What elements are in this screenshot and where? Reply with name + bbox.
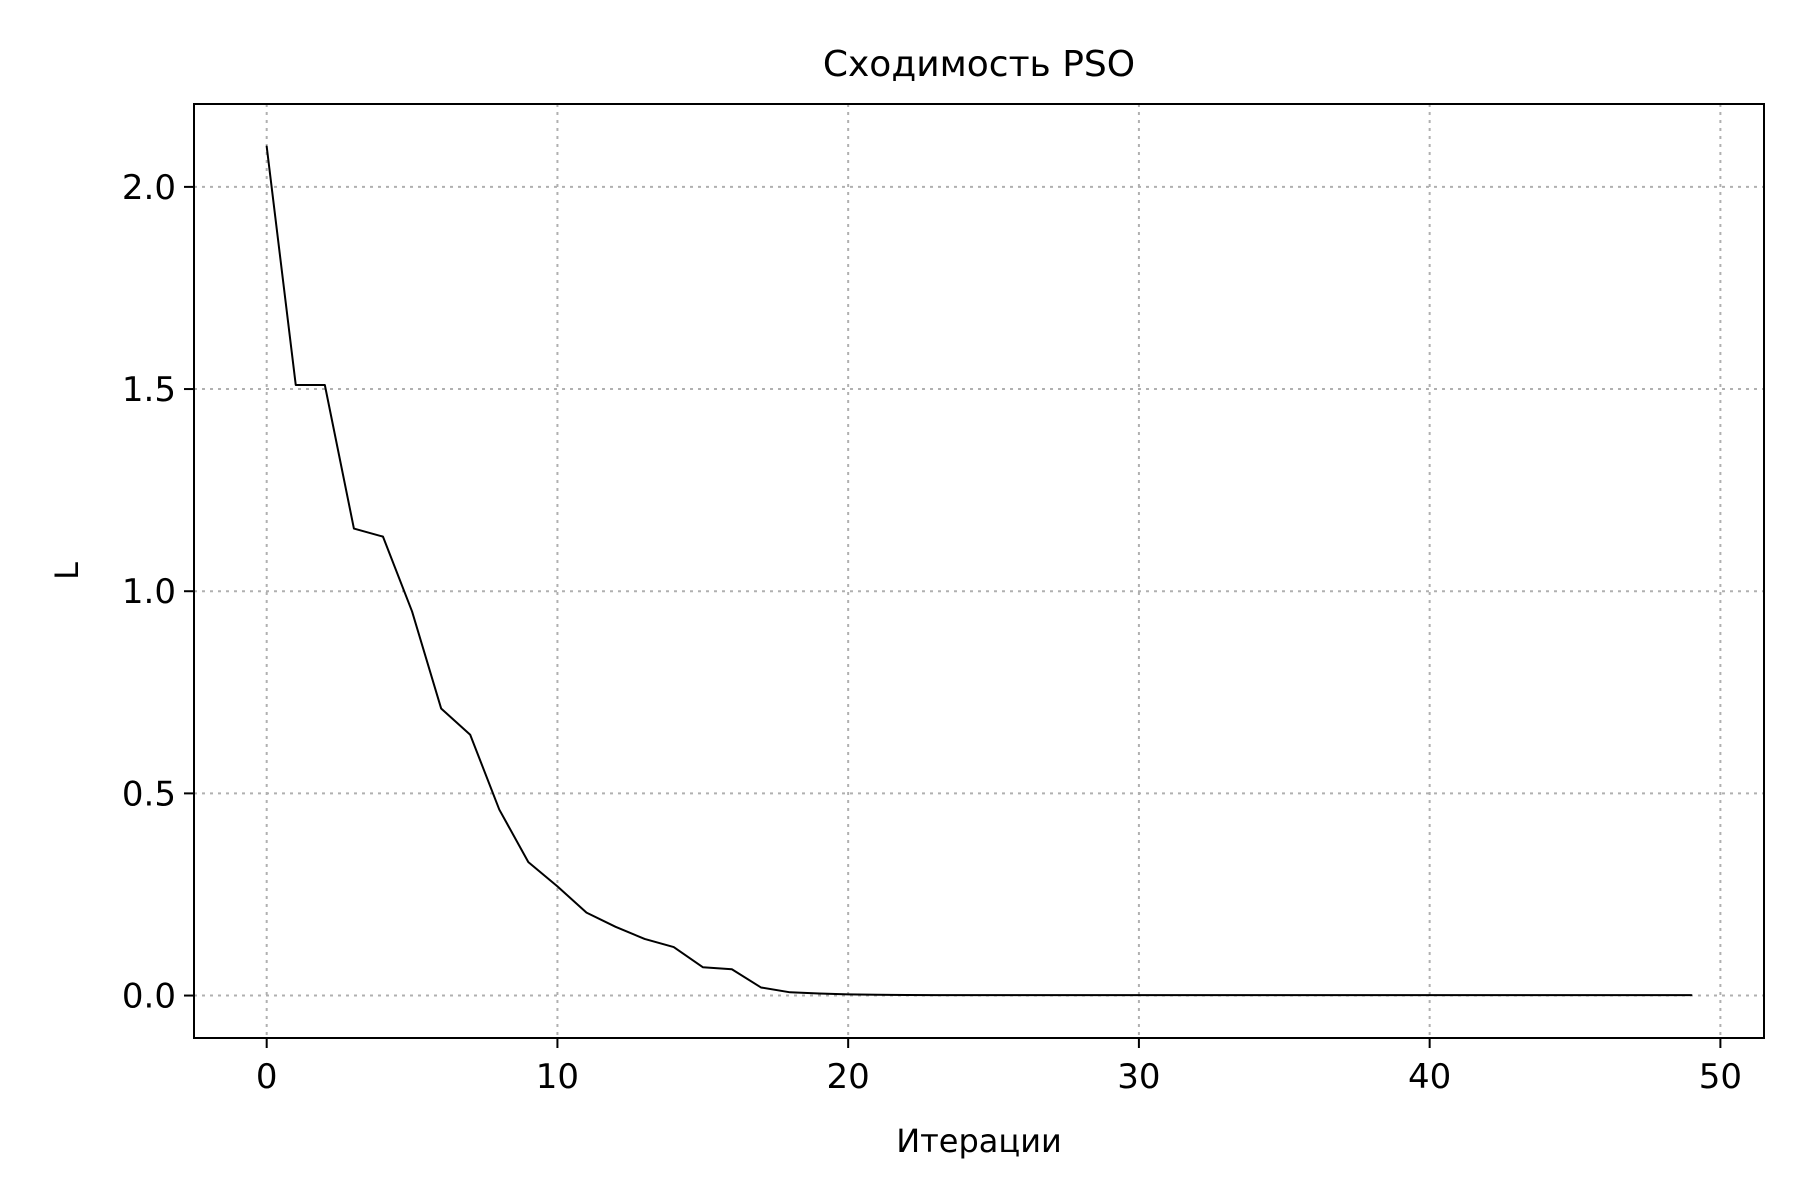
x-tick-label: 20 (827, 1057, 870, 1097)
ticks: 0 10 20 30 40 50 0.0 0.5 1.0 1.5 2.0 (122, 168, 1742, 1097)
grid (194, 104, 1764, 1038)
x-tick-label: 50 (1699, 1057, 1742, 1097)
plot-frame (193, 103, 1765, 1039)
x-tick-label: 40 (1408, 1057, 1451, 1097)
y-tick-label: 1.5 (122, 370, 176, 410)
x-tick-label: 0 (256, 1057, 278, 1097)
y-axis-label: L (48, 562, 86, 580)
y-tick-label: 1.0 (122, 572, 176, 612)
series-layer (265, 145, 1693, 997)
y-tick-label: 2.0 (122, 168, 176, 208)
y-tick-label: 0.0 (122, 977, 176, 1017)
x-tick-label: 30 (1117, 1057, 1160, 1097)
x-tick-label: 10 (536, 1057, 579, 1097)
series-line (265, 145, 1693, 997)
chart-title: Сходимость PSO (823, 44, 1135, 85)
x-axis-label: Итерации (896, 1122, 1062, 1160)
y-tick-label: 0.5 (122, 774, 176, 814)
